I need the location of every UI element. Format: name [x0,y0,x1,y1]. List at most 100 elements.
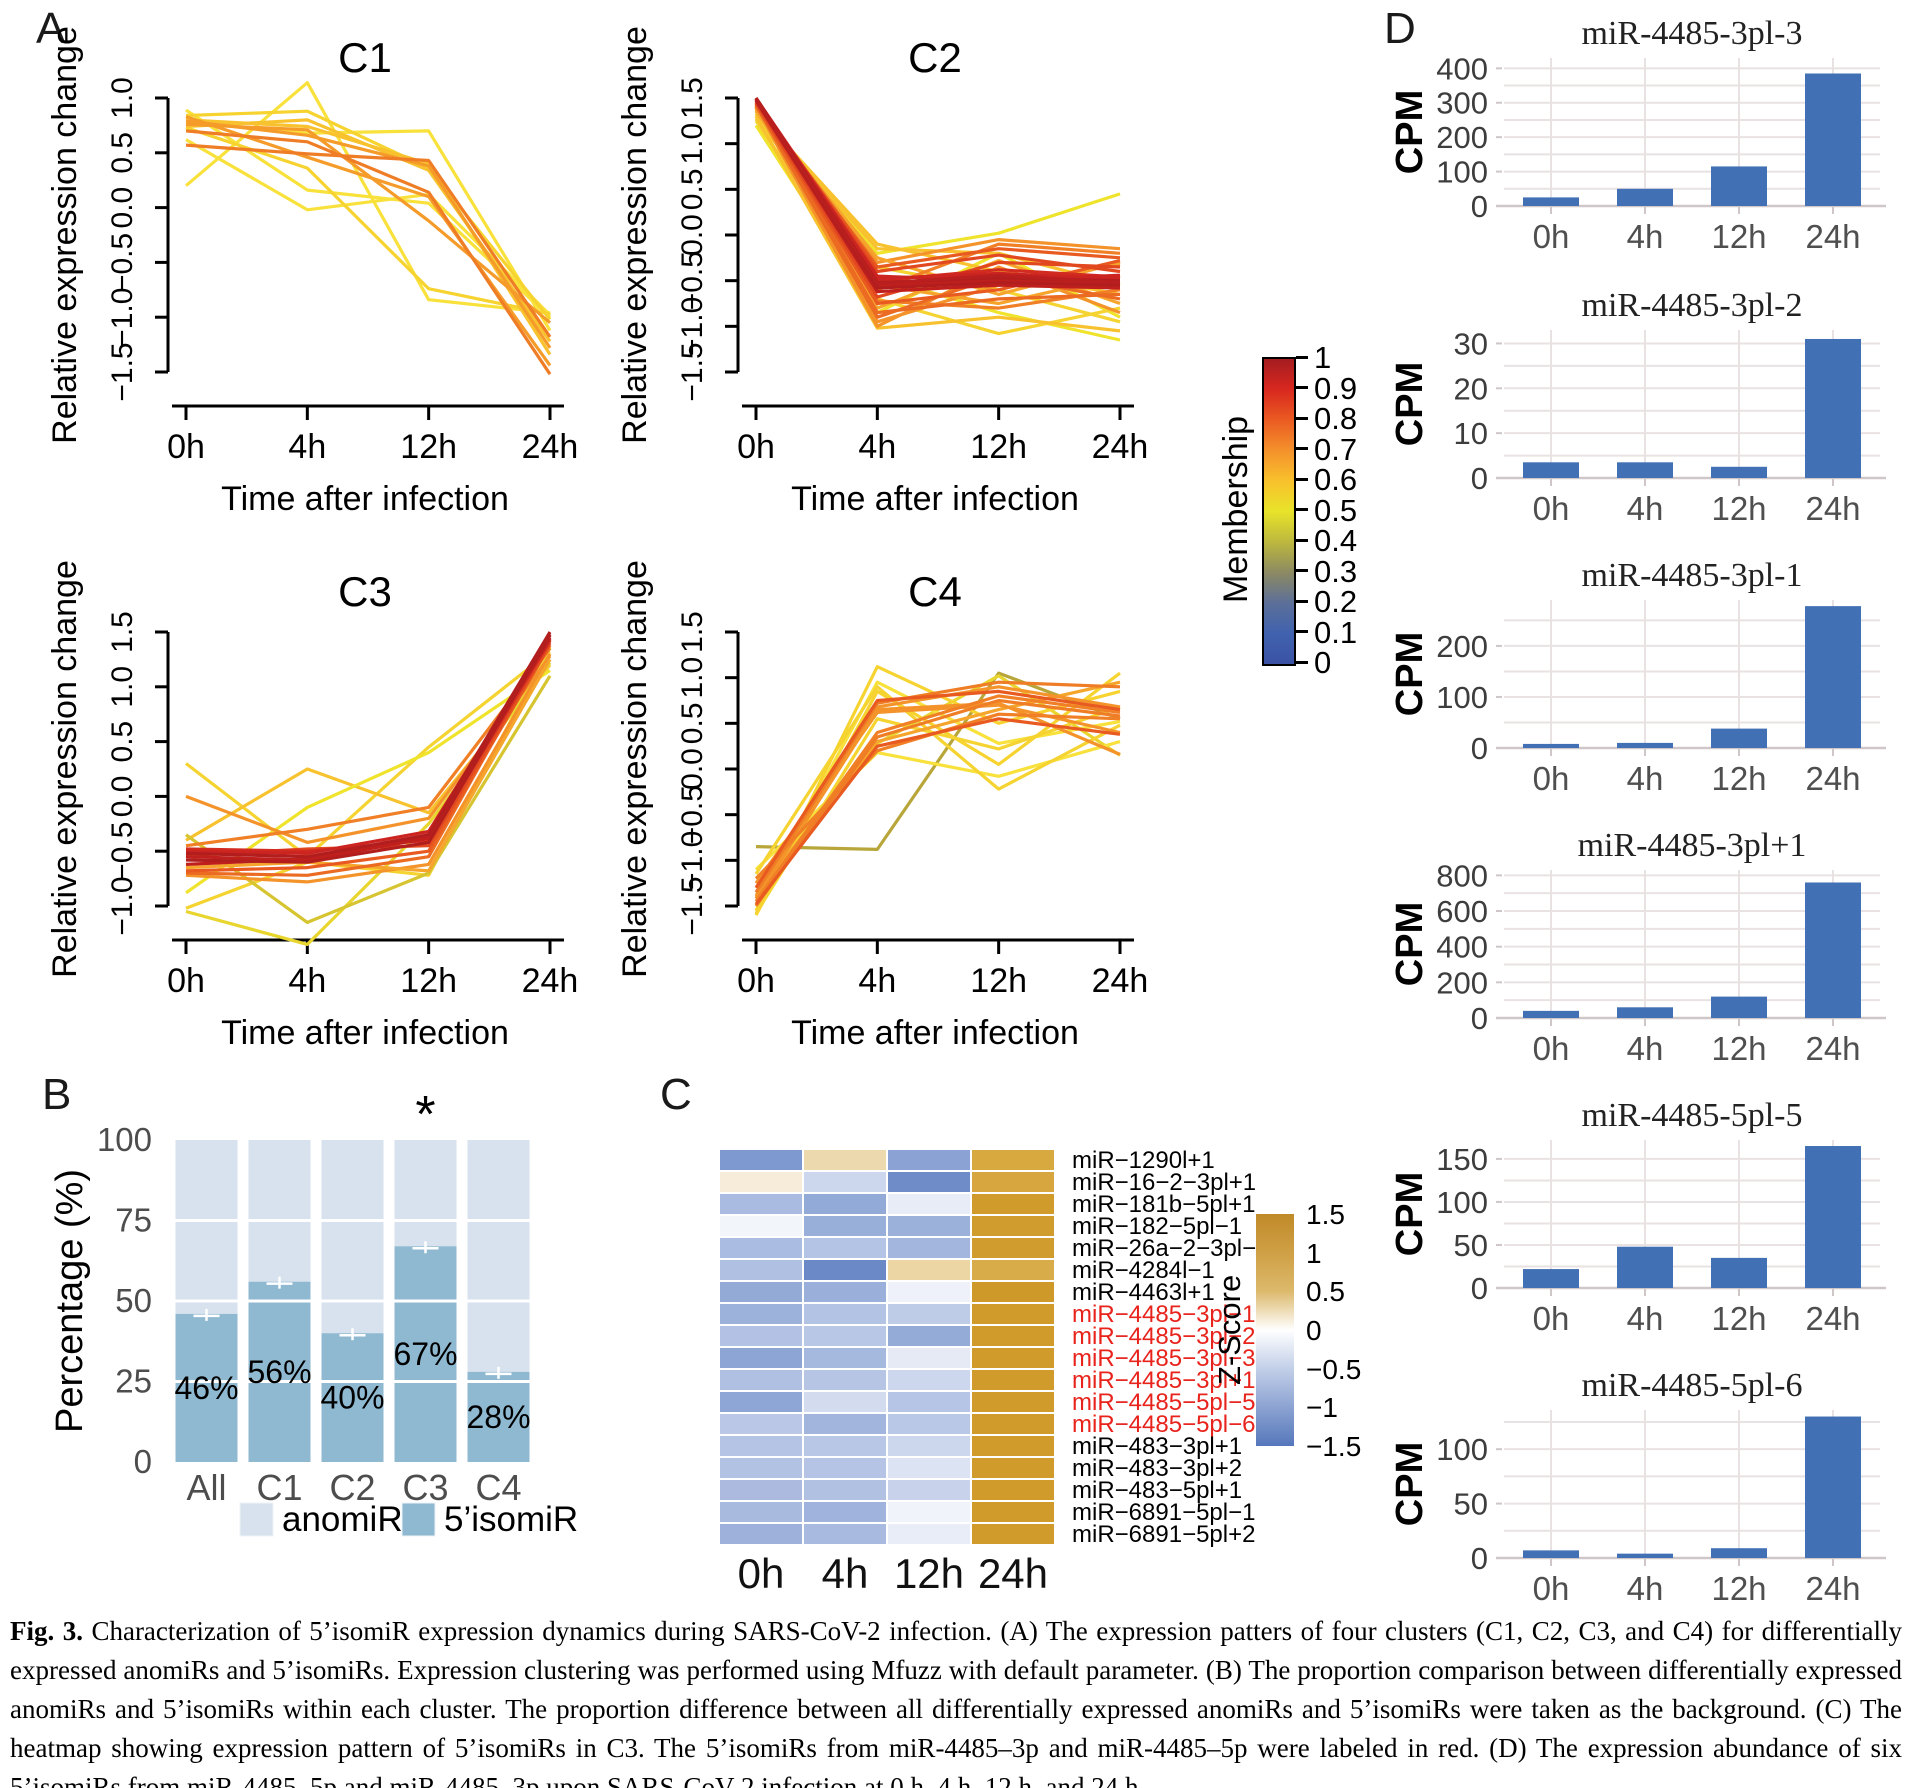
y-tick-label: −0.5 [676,251,709,310]
x-tick-label: 0h [1533,1300,1570,1337]
heatmap-cell [888,1348,970,1368]
x-tick-label: 0h [737,428,775,466]
cpm-bar [1523,1010,1579,1018]
x-tick-label: 24h [1092,428,1149,466]
x-tick-label: 24h [1805,1030,1860,1067]
heatmap-cell [888,1216,970,1236]
membership-tick [1296,660,1308,664]
cpm-bar-chart-6: miR-4485-5pl-6 0 50 100 0h 4h 12h 24h CPM [1392,1368,1912,1620]
heatmap-cell [720,1260,802,1280]
cpm-bar [1711,1257,1767,1288]
zscore-colorbar [1256,1214,1294,1446]
heatmap-cell [972,1392,1054,1412]
heatmap-row-label: miR−4485−5pl−6 [1072,1411,1256,1438]
cpm-bar [1711,1548,1767,1558]
x-tick-label: 12h [1711,218,1766,255]
x-axis-label: Time after infection [791,1014,1079,1052]
y-tick-label: 1.5 [106,611,139,653]
x-tick-label: 4h [1627,218,1664,255]
y-tick-label: 400 [1436,930,1488,965]
y-tick-label: −1.5 [676,342,709,401]
y-tick-label: 100 [1436,680,1488,715]
cpm-bar [1805,882,1861,1018]
heatmap-cell [972,1238,1054,1258]
heatmap-cell [720,1194,802,1214]
cpm-bar-chart-3-svg: miR-4485-3pl-1 0 100 200 0h 4h 12h 24h CPM [1392,558,1886,797]
chart-title: miR-4485-5pl-5 [1582,1098,1803,1134]
bar-value-label: 40% [320,1380,384,1416]
line-chart-c1-svg: C1 1.0 0.5 0.0 −0.5−1.0−1.5 Relative expressi… [46,26,578,518]
y-tick-label: 200 [1436,120,1488,155]
anomiR-bar [467,1140,530,1372]
expression-line [185,118,552,356]
c3-heatmap: miR−1290l+1 miR−16−2−3pl+1 miR−181b−5pl+1 m… [720,1149,1390,1620]
cpm-bar [1711,466,1767,478]
proportion-stacked-bar-chart: 0 25 50 75 100 Percentage (%) 46% All 56% C1 40% C2… [30,1085,680,1645]
membership-tick-label: 0.7 [1314,431,1358,467]
expression-line [185,143,552,338]
heatmap-row-label: miR−483−3pl+2 [1072,1455,1243,1482]
heatmap-row-label: miR−16−2−3pl+1 [1072,1169,1257,1196]
expression-line [185,644,552,873]
expression-line [754,98,1121,285]
y-tick-label: 50 [1454,1487,1488,1522]
y-tick-label: −1.0 [106,288,139,347]
cpm-bar [1617,462,1673,478]
x-tick-label: 12h [1711,760,1766,797]
heatmap-cell [720,1392,802,1412]
y-tick-label: −0.5 [676,785,709,844]
y-tick-label: 0.0 [676,214,709,256]
y-tick-label: 400 [1436,51,1488,86]
x-tick-label: 12h [970,962,1027,1000]
legend-swatch-anomiR [239,1502,274,1537]
cpm-bar-chart-5-svg: miR-4485-5pl-5 0 50 100 150 0h 4h 12h 24h CPM [1392,1098,1886,1337]
expression-line [185,109,552,321]
heatmap-row-label: miR−4485−3pl+1 [1072,1367,1256,1394]
line-chart-c4-svg: C4 1.5 1.00.5 0.0−0.5−1.0−1.5 Relative expre… [616,560,1148,1052]
y-axis-label: Percentage (%) [49,1169,91,1433]
heatmap-row-label: miR−181b−5pl+1 [1072,1191,1256,1218]
heatmap-cell [972,1260,1054,1280]
y-tick-label: 1.0 [106,666,139,708]
y-tick-label: 0.0 [106,187,139,229]
x-tick-label: 4h [1627,1570,1664,1607]
heatmap-row-label: miR−182−5pl−1 [1072,1213,1243,1240]
y-tick-label: 75 [115,1202,152,1239]
legend-label-anomiR: anomiR [282,1500,403,1539]
y-tick-label: 30 [1454,326,1488,361]
y-tick-label: 0.5 [106,721,139,763]
y-tick-label: 0.0 [106,776,139,818]
x-tick-label: 12h [1711,1570,1766,1607]
heatmap-cell [720,1502,802,1522]
chart-title: miR-4485-3pl-3 [1582,16,1803,52]
x-tick-label: 4h [1627,1030,1664,1067]
membership-tick [1296,538,1308,542]
heatmap-cell [888,1524,970,1544]
heatmap-cell [888,1502,970,1522]
y-tick-label: 100 [97,1121,152,1158]
x-tick-label: 4h [1627,760,1664,797]
isomiR-bar [321,1333,384,1462]
membership-tick-label: 0.6 [1314,462,1358,497]
heatmap-row-label: miR−4463l+1 [1072,1279,1215,1306]
cpm-bar [1617,1246,1673,1288]
isomiR-bar [175,1313,238,1462]
expression-line [754,115,1121,333]
heatmap-cell [888,1304,970,1324]
heatmap-cell [804,1216,886,1236]
heatmap-row-label: miR−4485−3pl−2 [1072,1323,1256,1350]
heatmap-cell [720,1216,802,1236]
x-tick-label: 4h [858,962,896,1000]
heatmap-cell [804,1304,886,1324]
y-tick-label: −1.0 [676,831,709,890]
heatmap-cell [888,1282,970,1302]
heatmap-cell [804,1150,886,1170]
x-axis-label: Time after infection [791,480,1079,518]
x-tick-label: 4h [858,428,896,466]
cpm-bar [1617,1553,1673,1558]
heatmap-cell [804,1458,886,1478]
y-axis-label: CPM [1392,362,1431,446]
chart-title: miR-4485-3pl-1 [1582,558,1803,594]
